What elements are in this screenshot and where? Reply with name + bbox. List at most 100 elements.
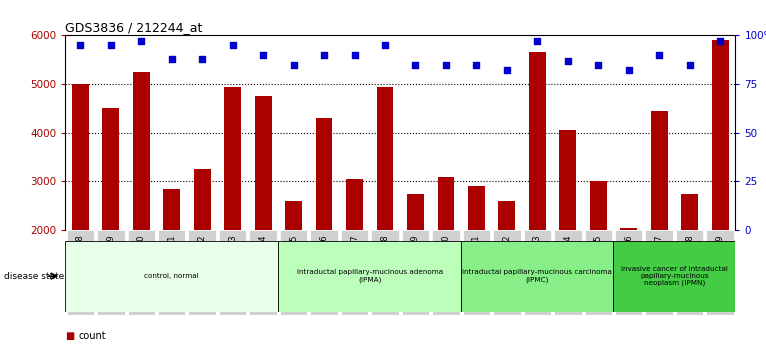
Bar xyxy=(72,84,89,230)
Bar xyxy=(224,86,241,230)
Point xyxy=(409,62,421,68)
Text: GDS3836 / 212244_at: GDS3836 / 212244_at xyxy=(65,21,202,34)
Bar xyxy=(590,181,607,230)
FancyBboxPatch shape xyxy=(401,230,429,315)
FancyBboxPatch shape xyxy=(493,230,521,315)
Text: GSM490142: GSM490142 xyxy=(198,234,207,285)
Bar xyxy=(346,179,363,230)
Bar xyxy=(103,108,119,230)
Point xyxy=(683,62,696,68)
Text: GSM490159: GSM490159 xyxy=(715,234,725,285)
FancyBboxPatch shape xyxy=(158,230,185,315)
FancyBboxPatch shape xyxy=(219,230,247,315)
Text: GSM490144: GSM490144 xyxy=(259,234,267,285)
Point xyxy=(105,42,117,48)
Text: GSM490152: GSM490152 xyxy=(502,234,512,285)
Text: control, normal: control, normal xyxy=(145,273,199,279)
Bar xyxy=(529,52,545,230)
Bar xyxy=(377,86,394,230)
Text: GSM490148: GSM490148 xyxy=(381,234,389,285)
Bar xyxy=(407,194,424,230)
Point xyxy=(318,52,330,58)
Text: disease state: disease state xyxy=(4,272,64,281)
Point xyxy=(592,62,604,68)
Text: invasive cancer of intraductal
papillary-mucinous
neoplasm (IPMN): invasive cancer of intraductal papillary… xyxy=(621,266,728,286)
FancyBboxPatch shape xyxy=(310,230,338,315)
Point xyxy=(440,62,452,68)
Point xyxy=(74,42,87,48)
Point xyxy=(165,56,178,62)
FancyBboxPatch shape xyxy=(432,230,460,315)
FancyBboxPatch shape xyxy=(372,230,399,315)
FancyBboxPatch shape xyxy=(646,230,673,315)
FancyBboxPatch shape xyxy=(280,230,307,315)
FancyBboxPatch shape xyxy=(614,241,735,312)
Point xyxy=(653,52,666,58)
Text: intraductal papillary-mucinous adenoma
(IPMA): intraductal papillary-mucinous adenoma (… xyxy=(296,269,443,283)
Bar xyxy=(559,130,576,230)
Text: GSM490157: GSM490157 xyxy=(655,234,663,285)
FancyBboxPatch shape xyxy=(65,241,278,312)
Point xyxy=(379,42,391,48)
Bar xyxy=(681,194,698,230)
Text: GSM490147: GSM490147 xyxy=(350,234,359,285)
Text: GSM490150: GSM490150 xyxy=(441,234,450,285)
Text: GSM490138: GSM490138 xyxy=(76,234,85,285)
FancyBboxPatch shape xyxy=(278,241,461,312)
Bar xyxy=(499,201,516,230)
Bar xyxy=(437,177,454,230)
FancyBboxPatch shape xyxy=(615,230,643,315)
Point xyxy=(501,68,513,73)
Text: count: count xyxy=(79,331,106,341)
Bar xyxy=(194,169,211,230)
FancyBboxPatch shape xyxy=(341,230,368,315)
FancyBboxPatch shape xyxy=(461,241,614,312)
Bar xyxy=(712,40,728,230)
FancyBboxPatch shape xyxy=(463,230,490,315)
Point xyxy=(623,68,635,73)
Bar xyxy=(163,189,180,230)
FancyBboxPatch shape xyxy=(67,230,94,315)
Text: GSM490139: GSM490139 xyxy=(106,234,116,285)
Text: GSM490154: GSM490154 xyxy=(563,234,572,285)
Bar xyxy=(651,111,668,230)
Text: intraductal papillary-mucinous carcinoma
(IPMC): intraductal papillary-mucinous carcinoma… xyxy=(463,269,612,283)
Point xyxy=(349,52,361,58)
Text: GSM490153: GSM490153 xyxy=(533,234,542,285)
Bar xyxy=(620,228,637,230)
Point xyxy=(257,52,270,58)
Point xyxy=(287,62,300,68)
Text: GSM490151: GSM490151 xyxy=(472,234,481,285)
Point xyxy=(714,38,726,44)
Text: GSM490149: GSM490149 xyxy=(411,234,420,285)
FancyBboxPatch shape xyxy=(250,230,277,315)
Text: GSM490156: GSM490156 xyxy=(624,234,633,285)
FancyBboxPatch shape xyxy=(97,230,125,315)
Text: GSM490146: GSM490146 xyxy=(319,234,329,285)
Point xyxy=(470,62,483,68)
FancyBboxPatch shape xyxy=(584,230,612,315)
FancyBboxPatch shape xyxy=(524,230,551,315)
FancyBboxPatch shape xyxy=(706,230,734,315)
Bar xyxy=(255,96,271,230)
FancyBboxPatch shape xyxy=(554,230,581,315)
Text: GSM490140: GSM490140 xyxy=(137,234,146,285)
Point xyxy=(561,58,574,64)
Bar xyxy=(133,72,149,230)
Text: GSM490143: GSM490143 xyxy=(228,234,237,285)
Point xyxy=(531,38,543,44)
FancyBboxPatch shape xyxy=(188,230,216,315)
FancyBboxPatch shape xyxy=(676,230,703,315)
Point xyxy=(196,56,208,62)
Text: GSM490141: GSM490141 xyxy=(167,234,176,285)
Point xyxy=(135,38,147,44)
Bar xyxy=(316,118,332,230)
Text: GSM490158: GSM490158 xyxy=(685,234,694,285)
Text: GSM490145: GSM490145 xyxy=(289,234,298,285)
Bar xyxy=(468,186,485,230)
Text: ■: ■ xyxy=(65,331,74,341)
Point xyxy=(227,42,239,48)
Bar xyxy=(285,201,302,230)
Text: GSM490155: GSM490155 xyxy=(594,234,603,285)
FancyBboxPatch shape xyxy=(128,230,155,315)
